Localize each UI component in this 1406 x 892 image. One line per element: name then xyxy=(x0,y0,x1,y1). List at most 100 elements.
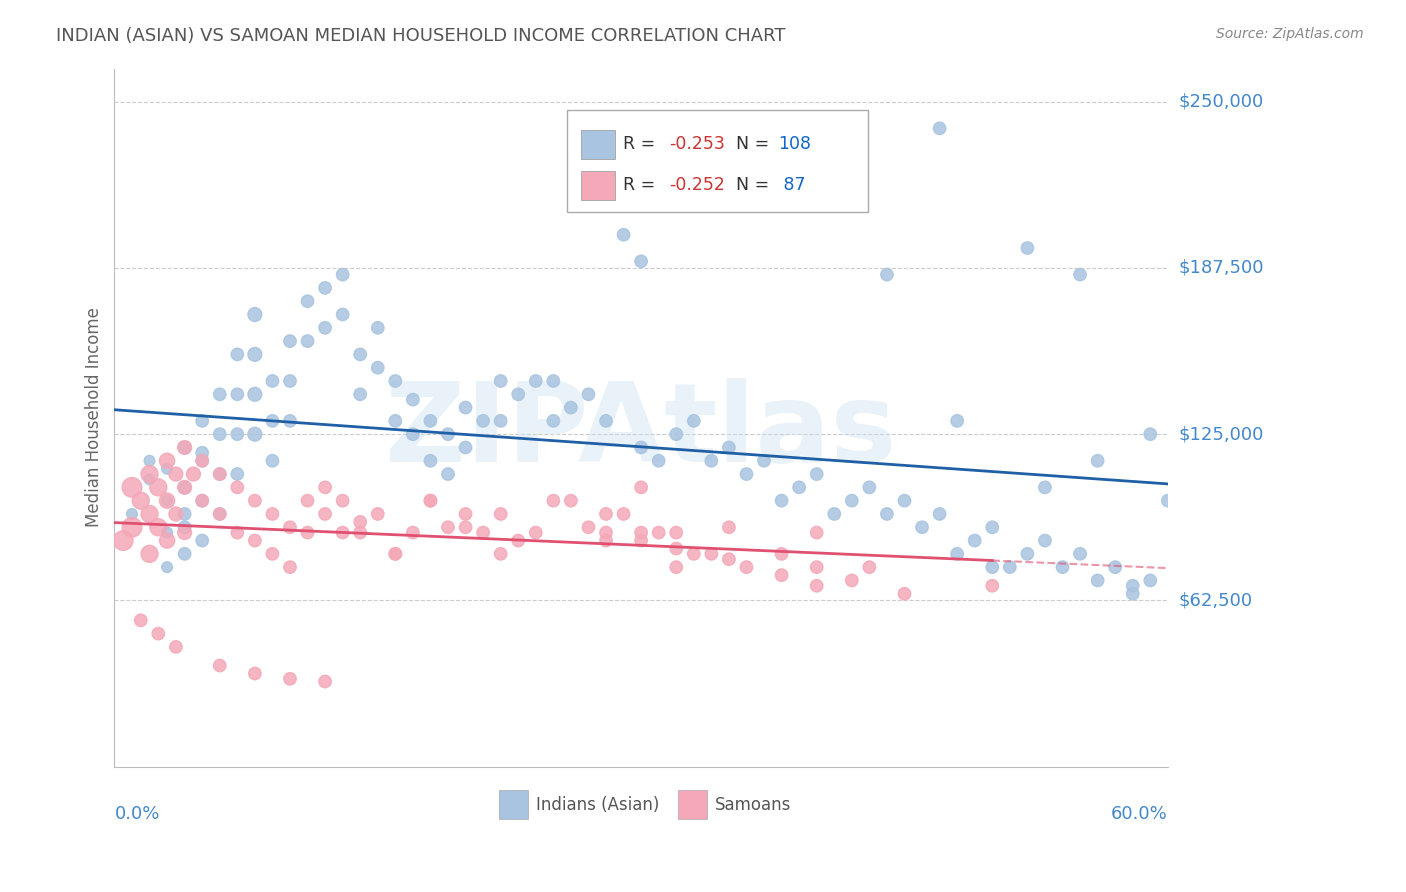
Point xyxy=(349,515,371,529)
Point xyxy=(226,525,249,540)
Point xyxy=(787,480,810,494)
Point xyxy=(1017,241,1039,255)
Point xyxy=(665,560,688,574)
Bar xyxy=(581,130,614,160)
Point xyxy=(893,587,915,601)
Point xyxy=(665,541,688,556)
Point xyxy=(173,507,195,521)
Point xyxy=(489,374,512,388)
Point xyxy=(226,387,249,401)
Point xyxy=(578,387,600,401)
Point xyxy=(173,547,195,561)
Point xyxy=(278,672,301,686)
Y-axis label: Median Household Income: Median Household Income xyxy=(86,308,103,527)
Point xyxy=(454,401,477,415)
Point xyxy=(243,387,266,401)
Point xyxy=(489,507,512,521)
FancyBboxPatch shape xyxy=(568,111,868,211)
Point xyxy=(191,446,214,460)
Point xyxy=(454,507,477,521)
Point xyxy=(148,626,170,640)
Point xyxy=(981,560,1004,574)
Point xyxy=(1033,533,1056,548)
Point xyxy=(682,547,704,561)
Point xyxy=(630,441,652,455)
Point xyxy=(717,441,740,455)
Point xyxy=(700,454,723,468)
Point xyxy=(419,493,441,508)
Point xyxy=(243,347,266,361)
Point xyxy=(191,533,214,548)
Point xyxy=(156,454,179,468)
Point xyxy=(682,414,704,428)
Point xyxy=(165,467,187,481)
Text: -0.253: -0.253 xyxy=(669,135,725,153)
Point xyxy=(402,427,425,442)
Point xyxy=(806,525,828,540)
Point xyxy=(876,268,898,282)
Point xyxy=(226,467,249,481)
Text: 0.0%: 0.0% xyxy=(114,805,160,823)
Bar xyxy=(678,789,707,819)
Point xyxy=(717,552,740,566)
Point xyxy=(858,560,880,574)
Point xyxy=(191,493,214,508)
Point xyxy=(543,414,565,428)
Point xyxy=(841,493,863,508)
Point xyxy=(226,480,249,494)
Point xyxy=(806,467,828,481)
Point xyxy=(243,308,266,322)
Text: $187,500: $187,500 xyxy=(1180,259,1264,277)
Point xyxy=(752,454,775,468)
Point xyxy=(156,493,179,508)
Text: Samoans: Samoans xyxy=(714,796,792,814)
Point xyxy=(297,525,319,540)
Point xyxy=(138,467,160,481)
Point xyxy=(314,480,336,494)
Point xyxy=(630,533,652,548)
Point xyxy=(332,308,354,322)
Point xyxy=(419,414,441,428)
Text: R =: R = xyxy=(623,135,661,153)
Point xyxy=(208,427,231,442)
Point xyxy=(911,520,934,534)
Point xyxy=(384,374,406,388)
Point xyxy=(472,414,495,428)
Point xyxy=(138,472,160,486)
Bar xyxy=(581,170,614,200)
Point xyxy=(578,520,600,534)
Point xyxy=(1104,560,1126,574)
Text: $250,000: $250,000 xyxy=(1180,93,1264,111)
Point xyxy=(508,387,530,401)
Point xyxy=(156,462,179,476)
Point xyxy=(876,507,898,521)
Point xyxy=(314,674,336,689)
Point xyxy=(278,334,301,348)
Point xyxy=(173,441,195,455)
Point xyxy=(262,547,284,561)
Point xyxy=(770,547,793,561)
Point xyxy=(893,493,915,508)
Point xyxy=(121,520,143,534)
Point xyxy=(129,613,152,627)
Point xyxy=(630,254,652,268)
Point xyxy=(735,467,758,481)
Point xyxy=(183,467,205,481)
Point xyxy=(524,525,547,540)
Point xyxy=(1069,547,1091,561)
Point xyxy=(332,525,354,540)
Point xyxy=(1157,493,1180,508)
Point xyxy=(384,547,406,561)
Point xyxy=(262,414,284,428)
Point xyxy=(928,507,950,521)
Point xyxy=(165,507,187,521)
Point xyxy=(437,520,460,534)
Point xyxy=(297,334,319,348)
Point xyxy=(297,493,319,508)
Point xyxy=(560,401,582,415)
Point xyxy=(349,347,371,361)
Point xyxy=(243,493,266,508)
Point xyxy=(946,414,969,428)
Point xyxy=(156,493,179,508)
Point xyxy=(278,374,301,388)
